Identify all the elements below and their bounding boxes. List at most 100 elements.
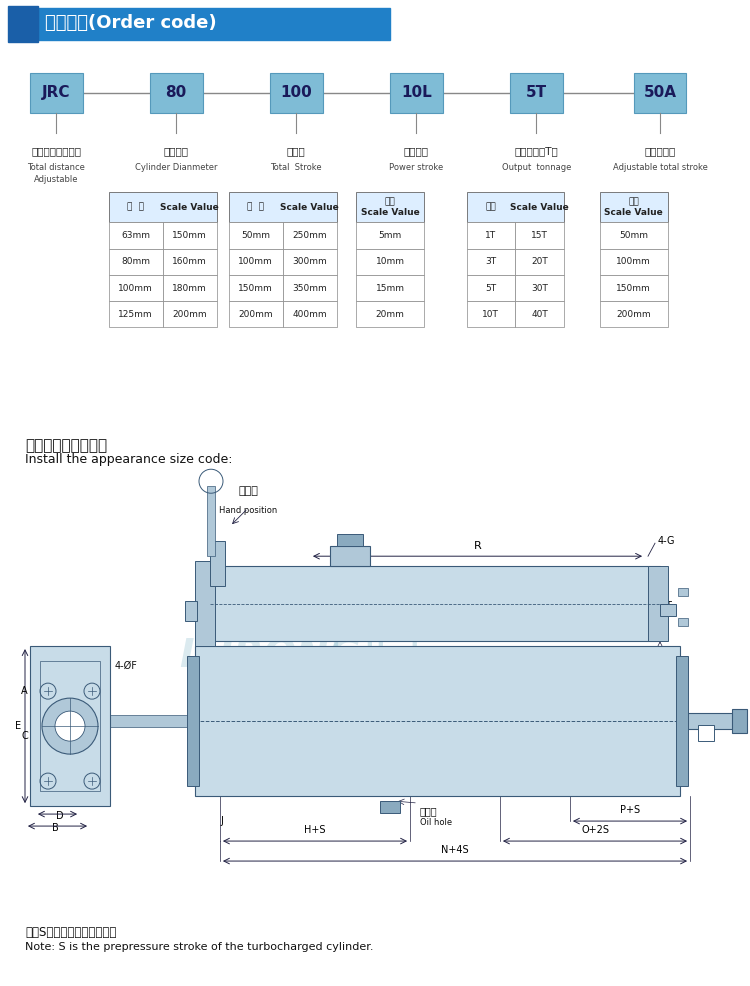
Text: 350mm: 350mm [292, 284, 327, 293]
Text: Power stroke: Power stroke [389, 164, 443, 173]
Text: 扳手位: 扳手位 [238, 486, 258, 496]
Text: 总行程可调增压缸: 总行程可调增压缸 [32, 147, 81, 157]
Text: 标  值: 标 值 [128, 203, 144, 212]
Text: 100mm: 100mm [616, 257, 651, 266]
Text: 5T: 5T [485, 284, 496, 293]
Text: 4-G: 4-G [658, 536, 676, 546]
Bar [337, 534, 363, 546]
Bar [660, 604, 676, 616]
Bar [109, 275, 163, 301]
Text: 100: 100 [280, 86, 312, 101]
Text: 油缸缸径: 油缸缸径 [164, 147, 189, 157]
Bar [356, 223, 424, 248]
Text: Install the appearance size code:: Install the appearance size code: [25, 454, 233, 466]
FancyBboxPatch shape [390, 73, 442, 113]
Bar [187, 656, 199, 786]
Text: 立容: 立容 [329, 629, 421, 703]
Bar [163, 248, 217, 275]
Bar [466, 301, 515, 327]
Bar [229, 248, 283, 275]
Bar [356, 301, 424, 327]
Text: Cylinder Dianmeter: Cylinder Dianmeter [135, 164, 218, 173]
Text: 150mm: 150mm [172, 231, 207, 240]
FancyBboxPatch shape [30, 73, 82, 113]
Bar [698, 725, 714, 741]
Bar [210, 566, 660, 641]
Text: 出力吨位（T）: 出力吨位（T） [514, 147, 558, 157]
Text: R: R [474, 541, 482, 551]
Text: 订购代码(Order code): 订购代码(Order code) [45, 15, 217, 33]
Bar [109, 192, 217, 222]
Text: 20T: 20T [531, 257, 548, 266]
FancyBboxPatch shape [510, 73, 562, 113]
Text: I: I [224, 751, 226, 761]
Text: 标值: 标值 [485, 203, 496, 212]
Bar [163, 301, 217, 327]
Text: 50mm: 50mm [242, 231, 270, 240]
Bar [195, 646, 680, 796]
Text: Note: S is the prepressure stroke of the turbocharged cylinder.: Note: S is the prepressure stroke of the… [25, 942, 374, 952]
Bar [185, 601, 197, 621]
Text: E: E [15, 721, 21, 731]
Text: Total  Stroke: Total Stroke [271, 164, 322, 173]
Text: 150mm: 150mm [616, 284, 651, 293]
Text: 160mm: 160mm [172, 257, 207, 266]
Bar [732, 709, 747, 734]
Text: 安装外观尺寸代码：: 安装外观尺寸代码： [25, 438, 107, 454]
Bar [210, 656, 432, 786]
Text: 125mm: 125mm [118, 310, 153, 318]
Text: 1T: 1T [485, 231, 496, 240]
Text: 63mm: 63mm [122, 231, 150, 240]
Text: Adjustable total stroke: Adjustable total stroke [613, 164, 707, 173]
Bar [109, 301, 163, 327]
Bar [109, 223, 163, 248]
Text: 30T: 30T [531, 284, 548, 293]
Bar [229, 223, 283, 248]
Text: 标  值: 标 值 [248, 203, 264, 212]
Text: 40T: 40T [531, 310, 548, 318]
Text: 放油孔: 放油孔 [420, 807, 438, 816]
Text: L: L [236, 783, 241, 793]
Text: Adjustable: Adjustable [34, 176, 79, 184]
Text: 4-ØF: 4-ØF [115, 662, 138, 671]
Bar [15, 8, 390, 40]
Bar [109, 248, 163, 275]
FancyBboxPatch shape [270, 73, 322, 113]
Bar [283, 248, 337, 275]
Text: Total distance: Total distance [27, 164, 86, 173]
Bar [40, 662, 100, 791]
Text: 400mm: 400mm [292, 310, 327, 318]
Bar [356, 275, 424, 301]
Text: A: A [21, 686, 28, 696]
Bar [466, 192, 564, 222]
Text: 标值
Scale Value: 标值 Scale Value [604, 197, 663, 217]
Text: JRC: JRC [42, 86, 70, 101]
Text: 200mm: 200mm [172, 310, 207, 318]
Bar [283, 301, 337, 327]
Bar [207, 486, 215, 556]
Text: 可调总行程: 可调总行程 [644, 147, 676, 157]
Bar [110, 715, 195, 727]
Text: Q: Q [702, 716, 709, 726]
Text: 10mm: 10mm [376, 257, 404, 266]
Text: 10L: 10L [401, 86, 432, 101]
Bar [600, 275, 668, 301]
Text: P+S: P+S [620, 806, 640, 815]
Text: 15mm: 15mm [376, 284, 404, 293]
Bar [330, 546, 370, 566]
Bar [210, 541, 225, 587]
Text: 标值
Scale Value: 标值 Scale Value [361, 197, 419, 217]
Text: 100mm: 100mm [118, 284, 153, 293]
Text: 250mm: 250mm [292, 231, 327, 240]
Text: B: B [52, 823, 58, 833]
Bar [678, 589, 688, 597]
Bar [515, 301, 564, 327]
Bar [163, 275, 217, 301]
Bar [676, 656, 688, 786]
Text: N+4S: N+4S [441, 845, 469, 855]
Bar [283, 275, 337, 301]
Text: 100mm: 100mm [238, 257, 273, 266]
Text: 3T: 3T [485, 257, 496, 266]
FancyBboxPatch shape [634, 73, 686, 113]
Circle shape [55, 711, 85, 741]
